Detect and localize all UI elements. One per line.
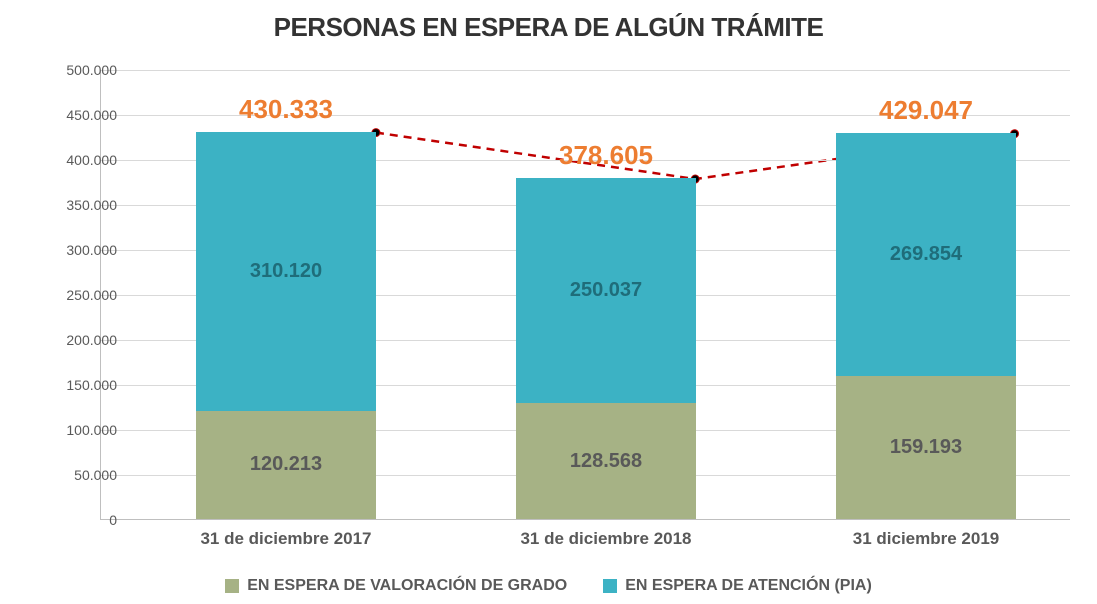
bar-value-label: 120.213 (250, 453, 322, 476)
legend-swatch (225, 579, 239, 593)
legend-item: EN ESPERA DE VALORACIÓN DE GRADO (225, 577, 567, 595)
bar-value-label: 250.037 (570, 279, 642, 302)
bar-value-label: 159.193 (890, 436, 962, 459)
x-category-label: 31 de diciembre 2017 (156, 529, 416, 549)
total-label: 430.333 (239, 94, 333, 125)
y-tick-label: 250.000 (37, 287, 117, 303)
legend-label: EN ESPERA DE VALORACIÓN DE GRADO (247, 577, 567, 595)
bar-segment-valoracion: 120.213 (196, 411, 376, 519)
bar-segment-atencion: 269.854 (836, 133, 1016, 376)
chart-container: PERSONAS EN ESPERA DE ALGÚN TRÁMITE 120.… (0, 0, 1097, 604)
legend: EN ESPERA DE VALORACIÓN DE GRADO EN ESPER… (0, 577, 1097, 598)
bar-value-label: 128.568 (570, 450, 642, 473)
y-tick-label: 350.000 (37, 197, 117, 213)
y-tick-label: 100.000 (37, 422, 117, 438)
y-tick-label: 500.000 (37, 62, 117, 78)
legend-label: EN ESPERA DE ATENCIÓN (PIA) (625, 577, 872, 595)
legend-swatch (603, 579, 617, 593)
y-tick-label: 200.000 (37, 332, 117, 348)
total-label: 429.047 (879, 95, 973, 126)
y-tick-label: 50.000 (37, 467, 117, 483)
gridline (101, 70, 1070, 71)
y-tick-label: 400.000 (37, 152, 117, 168)
y-tick-label: 0 (37, 512, 117, 528)
bar-segment-atencion: 310.120 (196, 132, 376, 411)
bar-segment-atencion: 250.037 (516, 178, 696, 403)
legend-item: EN ESPERA DE ATENCIÓN (PIA) (603, 577, 872, 595)
bar-value-label: 269.854 (890, 243, 962, 266)
plot-area: 120.213310.12031 de diciembre 2017128.56… (100, 70, 1070, 520)
bar-value-label: 310.120 (250, 260, 322, 283)
y-tick-label: 150.000 (37, 377, 117, 393)
x-category-label: 31 diciembre 2019 (796, 529, 1056, 549)
y-tick-label: 450.000 (37, 107, 117, 123)
total-label: 378.605 (559, 140, 653, 171)
bar-segment-valoracion: 159.193 (836, 376, 1016, 519)
chart-title: PERSONAS EN ESPERA DE ALGÚN TRÁMITE (0, 12, 1097, 43)
bar-segment-valoracion: 128.568 (516, 403, 696, 519)
x-category-label: 31 de diciembre 2018 (476, 529, 736, 549)
y-tick-label: 300.000 (37, 242, 117, 258)
